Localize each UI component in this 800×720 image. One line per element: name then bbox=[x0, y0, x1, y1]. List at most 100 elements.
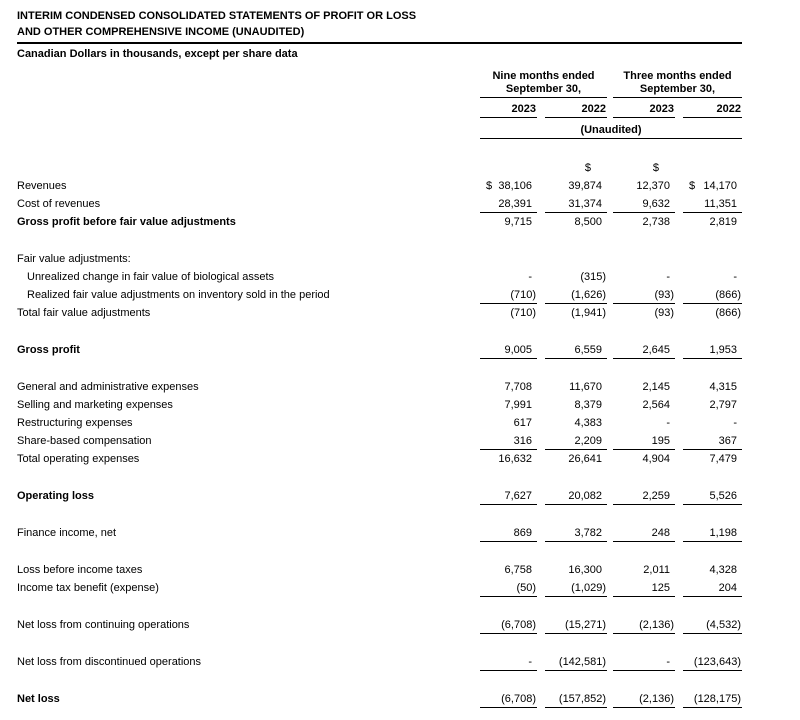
spacer-row bbox=[17, 671, 742, 690]
value-cell: 2,145 bbox=[642, 381, 670, 393]
table-row: Unrealized change in fair value of biolo… bbox=[17, 268, 742, 286]
spacer-row bbox=[17, 505, 742, 524]
unaudited-row: (Unaudited) bbox=[17, 123, 742, 139]
row-label: Cost of revenues bbox=[17, 198, 101, 210]
value-cell: 195 bbox=[613, 432, 675, 450]
value-cell bbox=[683, 250, 742, 268]
group-date-label: September 30, bbox=[639, 83, 716, 95]
value-cell: (1,941) bbox=[571, 307, 606, 319]
row-label: Total operating expenses bbox=[17, 453, 140, 465]
table-row: Total operating expenses 16,632 26,641 4,90… bbox=[17, 450, 742, 468]
value-cell: (157,852) bbox=[545, 690, 607, 708]
value-cell: 9,632 bbox=[613, 195, 675, 213]
row-label: Net loss bbox=[17, 693, 60, 705]
row-label: General and administrative expenses bbox=[17, 381, 199, 393]
value-cell: (15,271) bbox=[545, 616, 607, 634]
value-cell: 2,797 bbox=[709, 399, 737, 411]
value-cell: (315) bbox=[580, 271, 606, 283]
value-cell: - bbox=[613, 653, 675, 671]
value-cell: 4,383 bbox=[574, 417, 602, 429]
year-label-nine-2023: 2023 bbox=[480, 102, 537, 118]
title-line-1: INTERIM CONDENSED CONSOLIDATED STATEMENT… bbox=[17, 10, 417, 22]
value-cell: 7,627 bbox=[480, 487, 537, 505]
table-row: Loss before income taxes 6,758 16,300 2,011… bbox=[17, 561, 742, 579]
value-cell: (866) bbox=[683, 286, 742, 304]
value-cell: - bbox=[666, 271, 670, 283]
value-cell: 4,315 bbox=[709, 381, 737, 393]
row-label: Loss before income taxes bbox=[17, 564, 143, 576]
currency-symbol: $ bbox=[689, 180, 696, 192]
year-label-nine-2022: 2022 bbox=[545, 102, 607, 118]
table-row: Fair value adjustments: bbox=[17, 250, 742, 268]
value-cell: (142,581) bbox=[545, 653, 607, 671]
value-cell: 2,819 bbox=[709, 216, 737, 228]
value-cell: - bbox=[733, 417, 737, 429]
spacer-row bbox=[17, 322, 742, 341]
table-row: Net loss from discontinued operations - (1… bbox=[17, 653, 742, 671]
value-cell: - bbox=[528, 271, 532, 283]
column-group-three-months: Three months ended September 30, bbox=[613, 70, 742, 98]
currency-symbol: $ bbox=[486, 180, 493, 192]
table-row: Restructuring expenses 617 4,383 - - bbox=[17, 414, 742, 432]
value-cell: 7,991 bbox=[504, 399, 532, 411]
statement-title: INTERIM CONDENSED CONSOLIDATED STATEMENT… bbox=[17, 8, 742, 44]
value-cell: 4,904 bbox=[642, 453, 670, 465]
group-period-label: Nine months ended bbox=[492, 70, 595, 82]
value-cell: (4,532) bbox=[683, 616, 742, 634]
spacer-row bbox=[17, 468, 742, 487]
row-label: Gross profit bbox=[17, 344, 80, 356]
value-cell: (1,626) bbox=[545, 286, 607, 304]
value-cell: 39,874 bbox=[568, 180, 602, 192]
value-cell: (2,136) bbox=[613, 690, 675, 708]
value-cell: 2,645 bbox=[613, 341, 675, 359]
table-row: Net loss (6,708) (157,852) (2,136) (128,175) bbox=[17, 690, 742, 708]
spacer-row bbox=[17, 597, 742, 616]
table-row: Realized fair value adjustments on inven… bbox=[17, 286, 742, 304]
value-cell: 28,391 bbox=[480, 195, 537, 213]
value-cell: 7,479 bbox=[709, 453, 737, 465]
value-cell: 5,526 bbox=[683, 487, 742, 505]
value-cell: 367 bbox=[683, 432, 742, 450]
value-cell: (710) bbox=[510, 307, 536, 319]
statement-rows: $ $ Revenues $38,106 39,874 12,370 $14,170 Cost… bbox=[17, 140, 742, 708]
spacer-row bbox=[17, 542, 742, 561]
value-cell: 26,641 bbox=[568, 453, 602, 465]
row-label bbox=[17, 159, 480, 177]
value-cell: 9,005 bbox=[480, 341, 537, 359]
currency-symbol bbox=[683, 159, 742, 177]
value-cell: - bbox=[733, 271, 737, 283]
value-cell: (1,029) bbox=[545, 579, 607, 597]
value-cell: 1,953 bbox=[683, 341, 742, 359]
value-cell: (6,708) bbox=[480, 690, 537, 708]
spacer-row bbox=[17, 231, 742, 250]
table-row: Finance income, net 869 3,782 248 1,198 bbox=[17, 524, 742, 542]
value-cell: 2,209 bbox=[545, 432, 607, 450]
value-cell: $38,106 bbox=[480, 177, 537, 195]
column-group-nine-months: Nine months ended September 30, bbox=[480, 70, 607, 98]
table-row: Cost of revenues 28,391 31,374 9,632 11,351 bbox=[17, 195, 742, 213]
spacer-row bbox=[17, 140, 742, 159]
value-cell: 16,300 bbox=[568, 564, 602, 576]
value-cell: (2,136) bbox=[613, 616, 675, 634]
year-label-three-2023: 2023 bbox=[613, 102, 675, 118]
table-row: Selling and marketing expenses 7,991 8,379… bbox=[17, 396, 742, 414]
row-label: Revenues bbox=[17, 180, 67, 192]
table-row: Income tax benefit (expense) (50) (1,029) 1… bbox=[17, 579, 742, 597]
value-cell: (123,643) bbox=[683, 653, 742, 671]
row-label: Restructuring expenses bbox=[17, 417, 133, 429]
value-cell: 1,198 bbox=[683, 524, 742, 542]
value-cell: 4,328 bbox=[709, 564, 737, 576]
value-cell: 617 bbox=[513, 417, 532, 429]
value-cell: 8,379 bbox=[574, 399, 602, 411]
value-cell: 2,259 bbox=[613, 487, 675, 505]
value-cell: 11,670 bbox=[569, 381, 602, 393]
table-row: Net loss from continuing operations (6,70… bbox=[17, 616, 742, 634]
unaudited-label: (Unaudited) bbox=[480, 123, 742, 139]
value-cell: (93) bbox=[654, 307, 674, 319]
table-row: Total fair value adjustments (710) (1,941)… bbox=[17, 304, 742, 322]
value-cell: (6,708) bbox=[480, 616, 537, 634]
value-text: 14,170 bbox=[703, 180, 737, 192]
row-label: Finance income, net bbox=[17, 527, 117, 539]
column-group-header-row: Nine months ended September 30, Three mo… bbox=[17, 70, 742, 98]
